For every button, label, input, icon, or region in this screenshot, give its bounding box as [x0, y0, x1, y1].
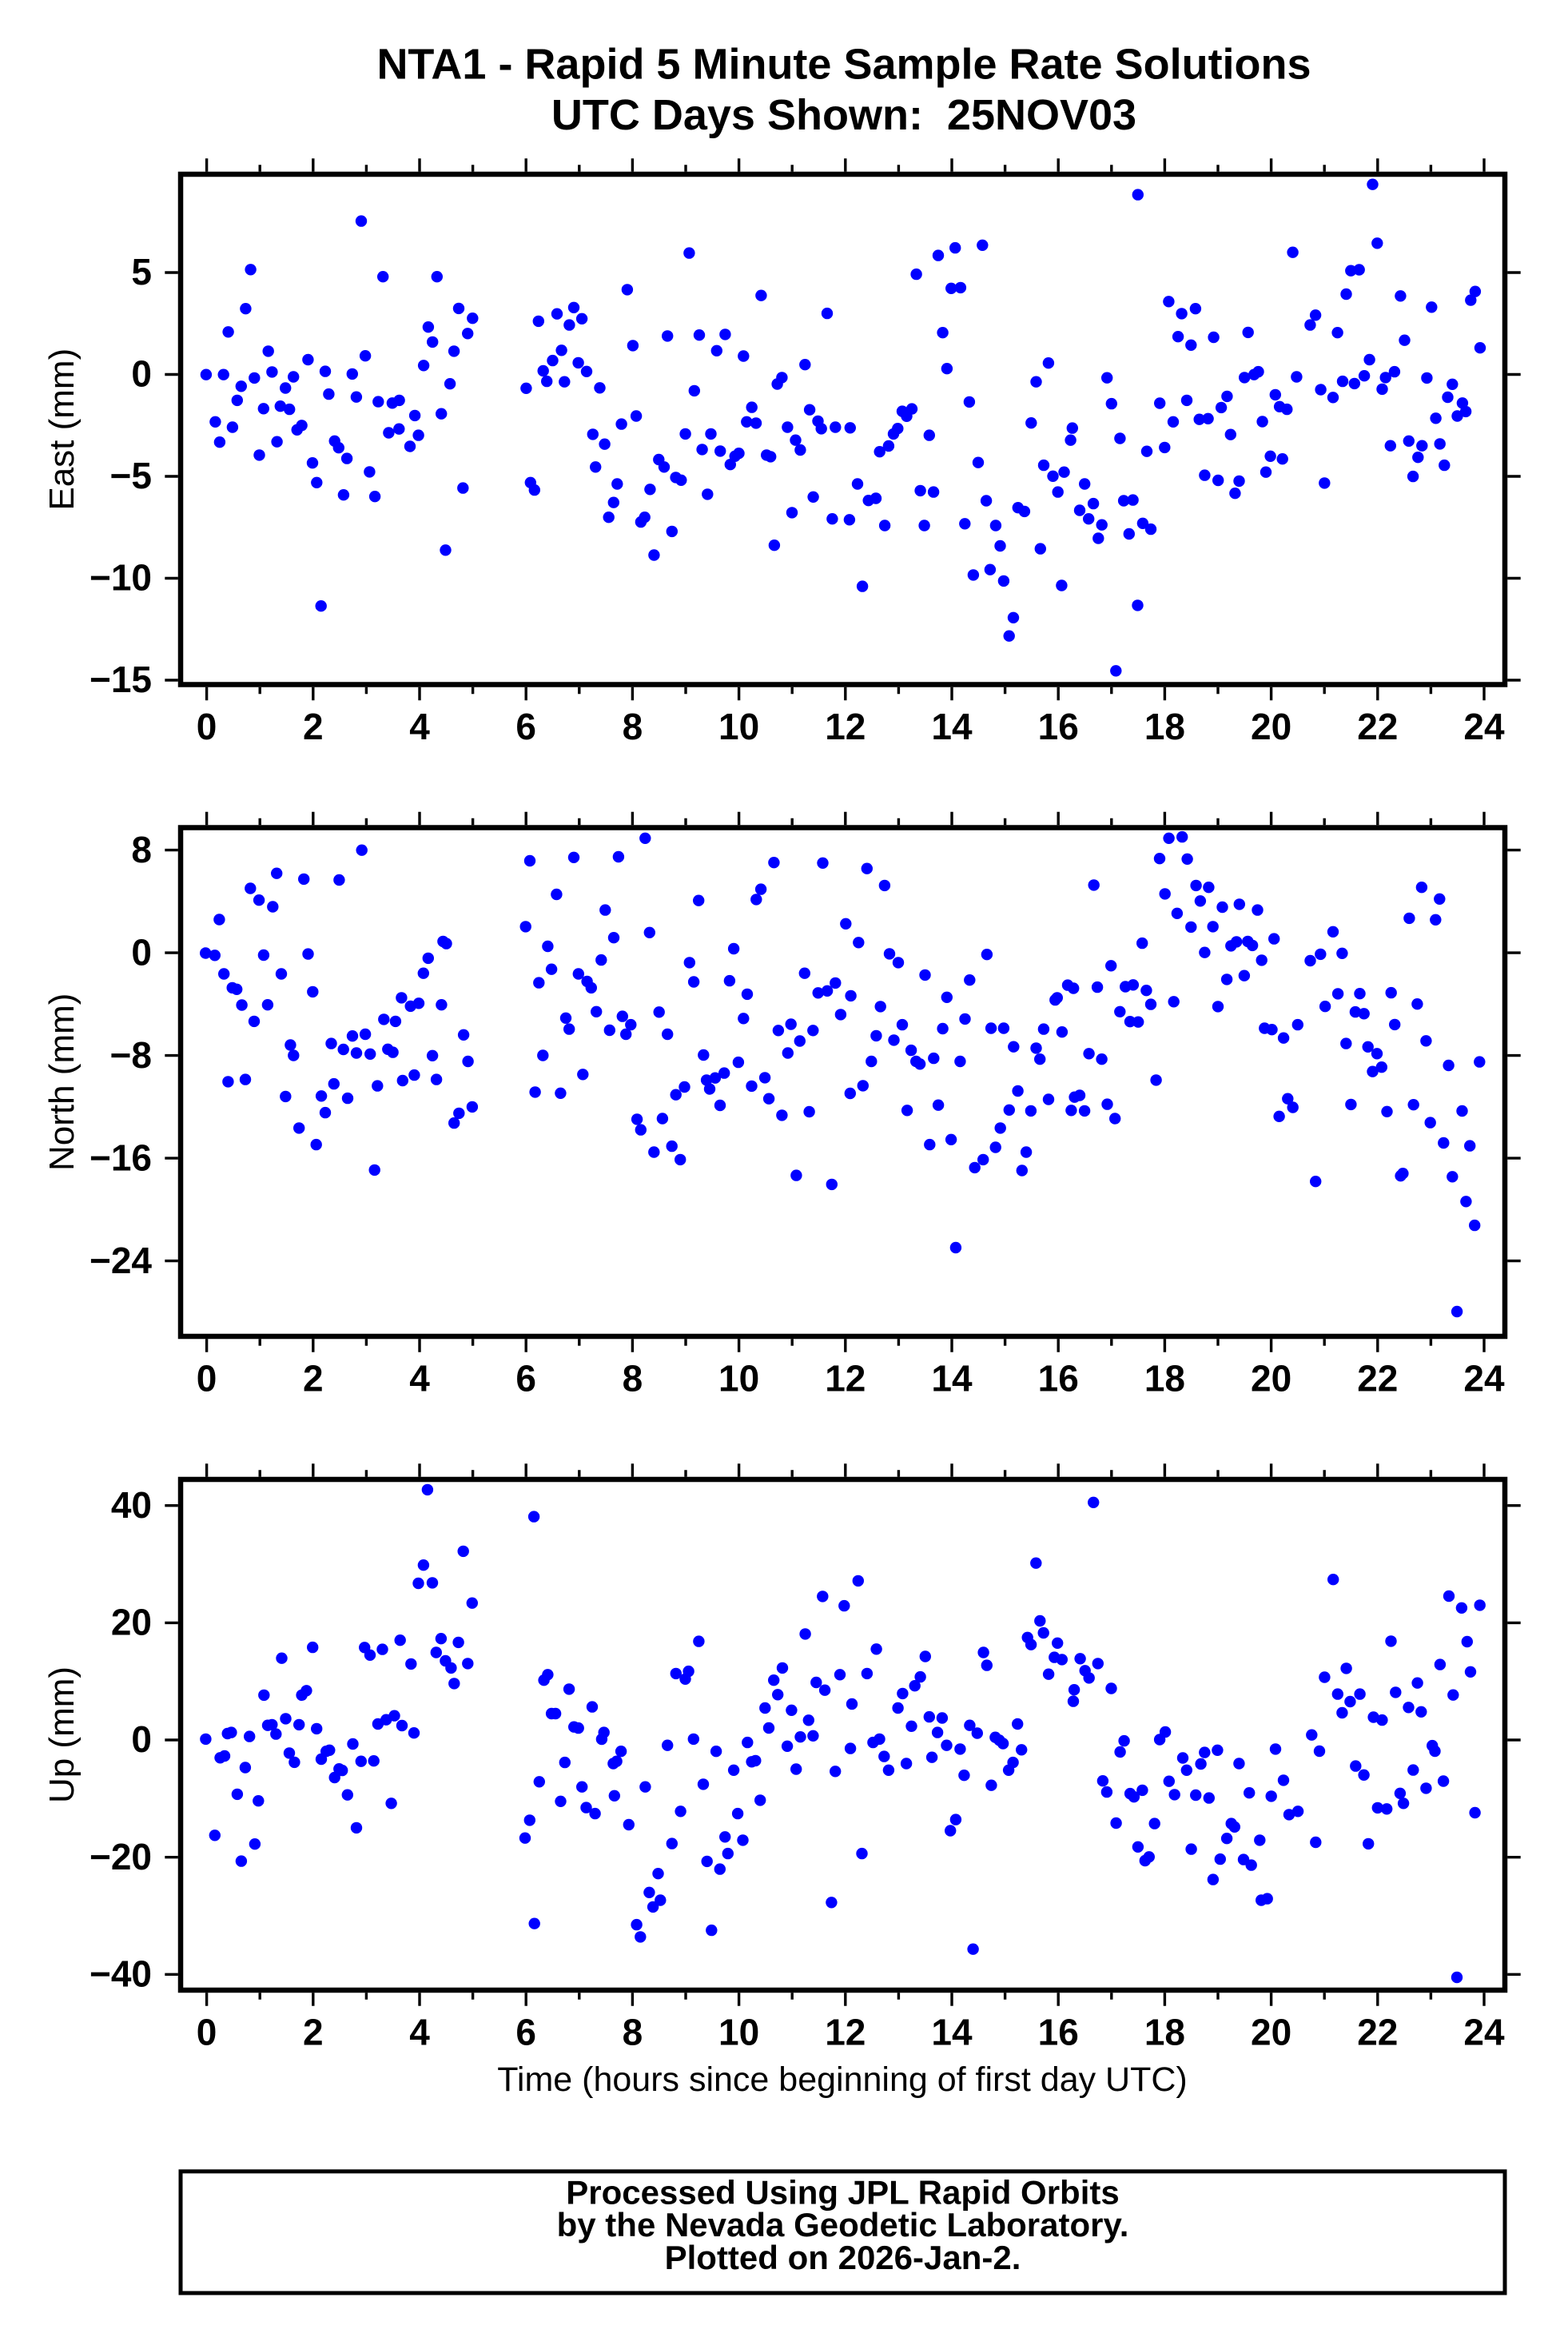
svg-text:20: 20: [111, 1602, 152, 1643]
svg-text:8: 8: [623, 1357, 643, 1399]
svg-text:by the Nevada Geodetic Laborat: by the Nevada Geodetic Laboratory.: [557, 2206, 1129, 2243]
svg-text:8: 8: [623, 706, 643, 747]
svg-text:12: 12: [825, 706, 866, 747]
svg-text:−40: −40: [90, 1953, 152, 1995]
svg-text:18: 18: [1144, 706, 1185, 747]
svg-text:20: 20: [1251, 2011, 1291, 2052]
svg-text:16: 16: [1038, 1357, 1079, 1399]
svg-text:NTA1 - Rapid 5 Minute Sample R: NTA1 - Rapid 5 Minute Sample Rate Soluti…: [376, 41, 1311, 89]
svg-text:−10: −10: [90, 557, 152, 599]
svg-text:5: 5: [131, 251, 152, 293]
svg-text:16: 16: [1038, 706, 1079, 747]
svg-text:20: 20: [1251, 706, 1291, 747]
svg-text:24: 24: [1463, 706, 1505, 747]
svg-text:24: 24: [1463, 1357, 1505, 1399]
svg-text:40: 40: [111, 1484, 152, 1526]
svg-text:18: 18: [1144, 2011, 1185, 2052]
svg-text:12: 12: [825, 2011, 866, 2052]
svg-text:2: 2: [303, 1357, 324, 1399]
svg-text:16: 16: [1038, 2011, 1079, 2052]
svg-text:10: 10: [718, 2011, 759, 2052]
svg-text:18: 18: [1144, 1357, 1185, 1399]
svg-text:14: 14: [931, 706, 973, 747]
svg-text:24: 24: [1463, 2011, 1505, 2052]
svg-text:North (mm): North (mm): [42, 993, 82, 1171]
svg-text:−16: −16: [90, 1137, 152, 1178]
svg-text:10: 10: [718, 706, 759, 747]
svg-text:−20: −20: [90, 1836, 152, 1877]
svg-text:22: 22: [1357, 2011, 1398, 2052]
svg-text:−15: −15: [90, 659, 152, 700]
svg-text:−24: −24: [90, 1240, 152, 1281]
svg-text:Up (mm): Up (mm): [42, 1666, 82, 1803]
svg-text:0: 0: [131, 353, 152, 395]
svg-text:4: 4: [409, 706, 430, 747]
svg-text:14: 14: [931, 1357, 973, 1399]
svg-text:2: 2: [303, 2011, 324, 2052]
svg-text:Processed Using JPL Rapid Orbi: Processed Using JPL Rapid Orbits: [566, 2174, 1119, 2212]
svg-text:0: 0: [197, 706, 217, 747]
svg-text:UTC Days Shown: 25NOV03: UTC Days Shown: 25NOV03: [551, 91, 1136, 139]
svg-text:−8: −8: [110, 1034, 152, 1076]
svg-text:8: 8: [131, 829, 152, 870]
svg-text:10: 10: [718, 1357, 759, 1399]
svg-text:6: 6: [515, 2011, 536, 2052]
svg-text:East (mm): East (mm): [42, 348, 82, 511]
svg-text:22: 22: [1357, 1357, 1398, 1399]
svg-text:0: 0: [197, 1357, 217, 1399]
svg-text:4: 4: [409, 2011, 430, 2052]
svg-text:0: 0: [131, 931, 152, 973]
svg-text:0: 0: [131, 1718, 152, 1760]
svg-text:2: 2: [303, 706, 324, 747]
svg-text:8: 8: [623, 2011, 643, 2052]
svg-text:22: 22: [1357, 706, 1398, 747]
svg-text:6: 6: [515, 706, 536, 747]
svg-text:−5: −5: [110, 455, 152, 496]
svg-text:12: 12: [825, 1357, 866, 1399]
svg-text:4: 4: [409, 1357, 430, 1399]
svg-text:14: 14: [931, 2011, 973, 2052]
svg-text:Plotted on 2026-Jan-2.: Plotted on 2026-Jan-2.: [665, 2239, 1021, 2276]
svg-text:6: 6: [515, 1357, 536, 1399]
svg-text:0: 0: [197, 2011, 217, 2052]
svg-text:20: 20: [1251, 1357, 1291, 1399]
svg-text:Time (hours since beginning of: Time (hours since beginning of first day…: [497, 2060, 1188, 2099]
